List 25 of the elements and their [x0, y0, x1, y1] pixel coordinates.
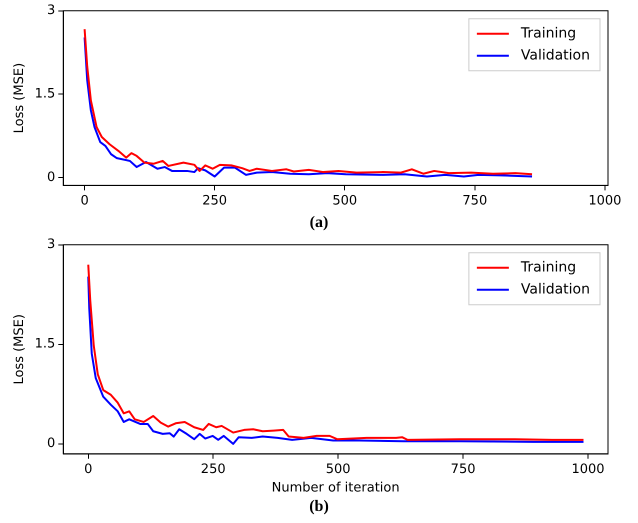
y-tick-label: 0	[46, 436, 56, 452]
y-tick-label: 0	[46, 170, 56, 185]
y-tick-label: 1.5	[34, 336, 56, 352]
legend-label: Training	[520, 259, 576, 276]
x-tick-label: 750	[450, 462, 476, 477]
x-tick-label: 0	[84, 462, 92, 477]
y-axis-title: Loss (MSE)	[12, 62, 28, 134]
legend-label: Validation	[520, 47, 590, 64]
y-tick-label: 3	[46, 3, 56, 18]
y-tick-label: 3	[46, 237, 56, 252]
text: (b)	[308, 497, 330, 517]
text: (a)	[308, 213, 330, 233]
x-tick-label: 1000	[571, 462, 605, 477]
x-tick-label: 500	[332, 194, 358, 209]
x-tick-label: 250	[202, 194, 228, 209]
x-axis-title: Number of iteration	[272, 480, 400, 496]
x-tick-label: 750	[462, 194, 488, 209]
x-tick-label: 0	[80, 194, 89, 209]
legend-label: Training	[520, 25, 576, 42]
x-tick-label: 1000	[588, 194, 622, 209]
x-tick-label: 250	[200, 462, 226, 477]
y-tick-label: 1.5	[34, 86, 56, 102]
x-tick-label: 500	[326, 462, 351, 477]
legend-label: Validation	[520, 281, 590, 298]
y-axis-title: Loss (MSE)	[12, 314, 28, 385]
